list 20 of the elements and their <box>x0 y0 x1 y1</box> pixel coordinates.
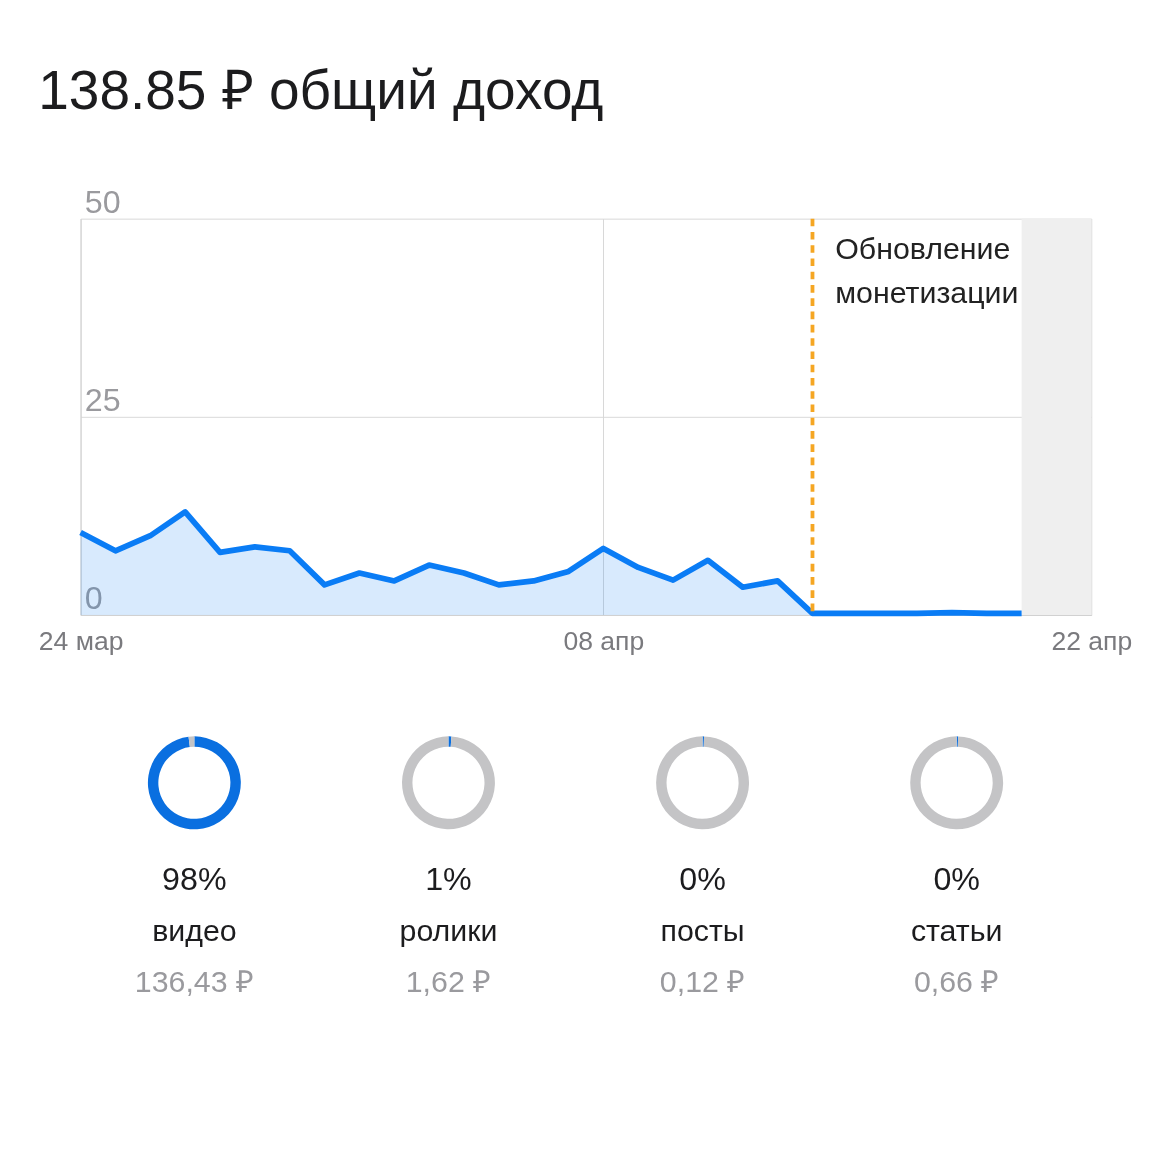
chart-title: 138.85 ₽ общий доход <box>38 58 604 121</box>
text: 0,12 ₽ <box>659 965 746 999</box>
text: 0% <box>679 860 726 897</box>
text: статьи <box>910 914 1003 948</box>
x-tick-label: 24 мар <box>38 625 124 656</box>
text: 0% <box>933 860 980 897</box>
text: 1,62 ₽ <box>405 965 492 999</box>
text: 1% <box>425 860 472 897</box>
text: видео <box>152 914 237 948</box>
x-tick-label: 08 апр <box>563 625 645 656</box>
text: ролики <box>399 914 498 948</box>
text: 0,66 ₽ <box>913 965 1000 999</box>
text: 98% <box>162 860 227 897</box>
y-tick-label: 25 <box>84 381 121 418</box>
ref-line-label: Обновление монетизации <box>835 232 1019 310</box>
y-tick-label: 0 <box>84 579 103 616</box>
y-tick-label: 50 <box>84 183 121 220</box>
text: 136,43 ₽ <box>134 965 254 999</box>
x-tick-label: 22 апр <box>1051 625 1133 656</box>
text: посты <box>660 914 745 948</box>
